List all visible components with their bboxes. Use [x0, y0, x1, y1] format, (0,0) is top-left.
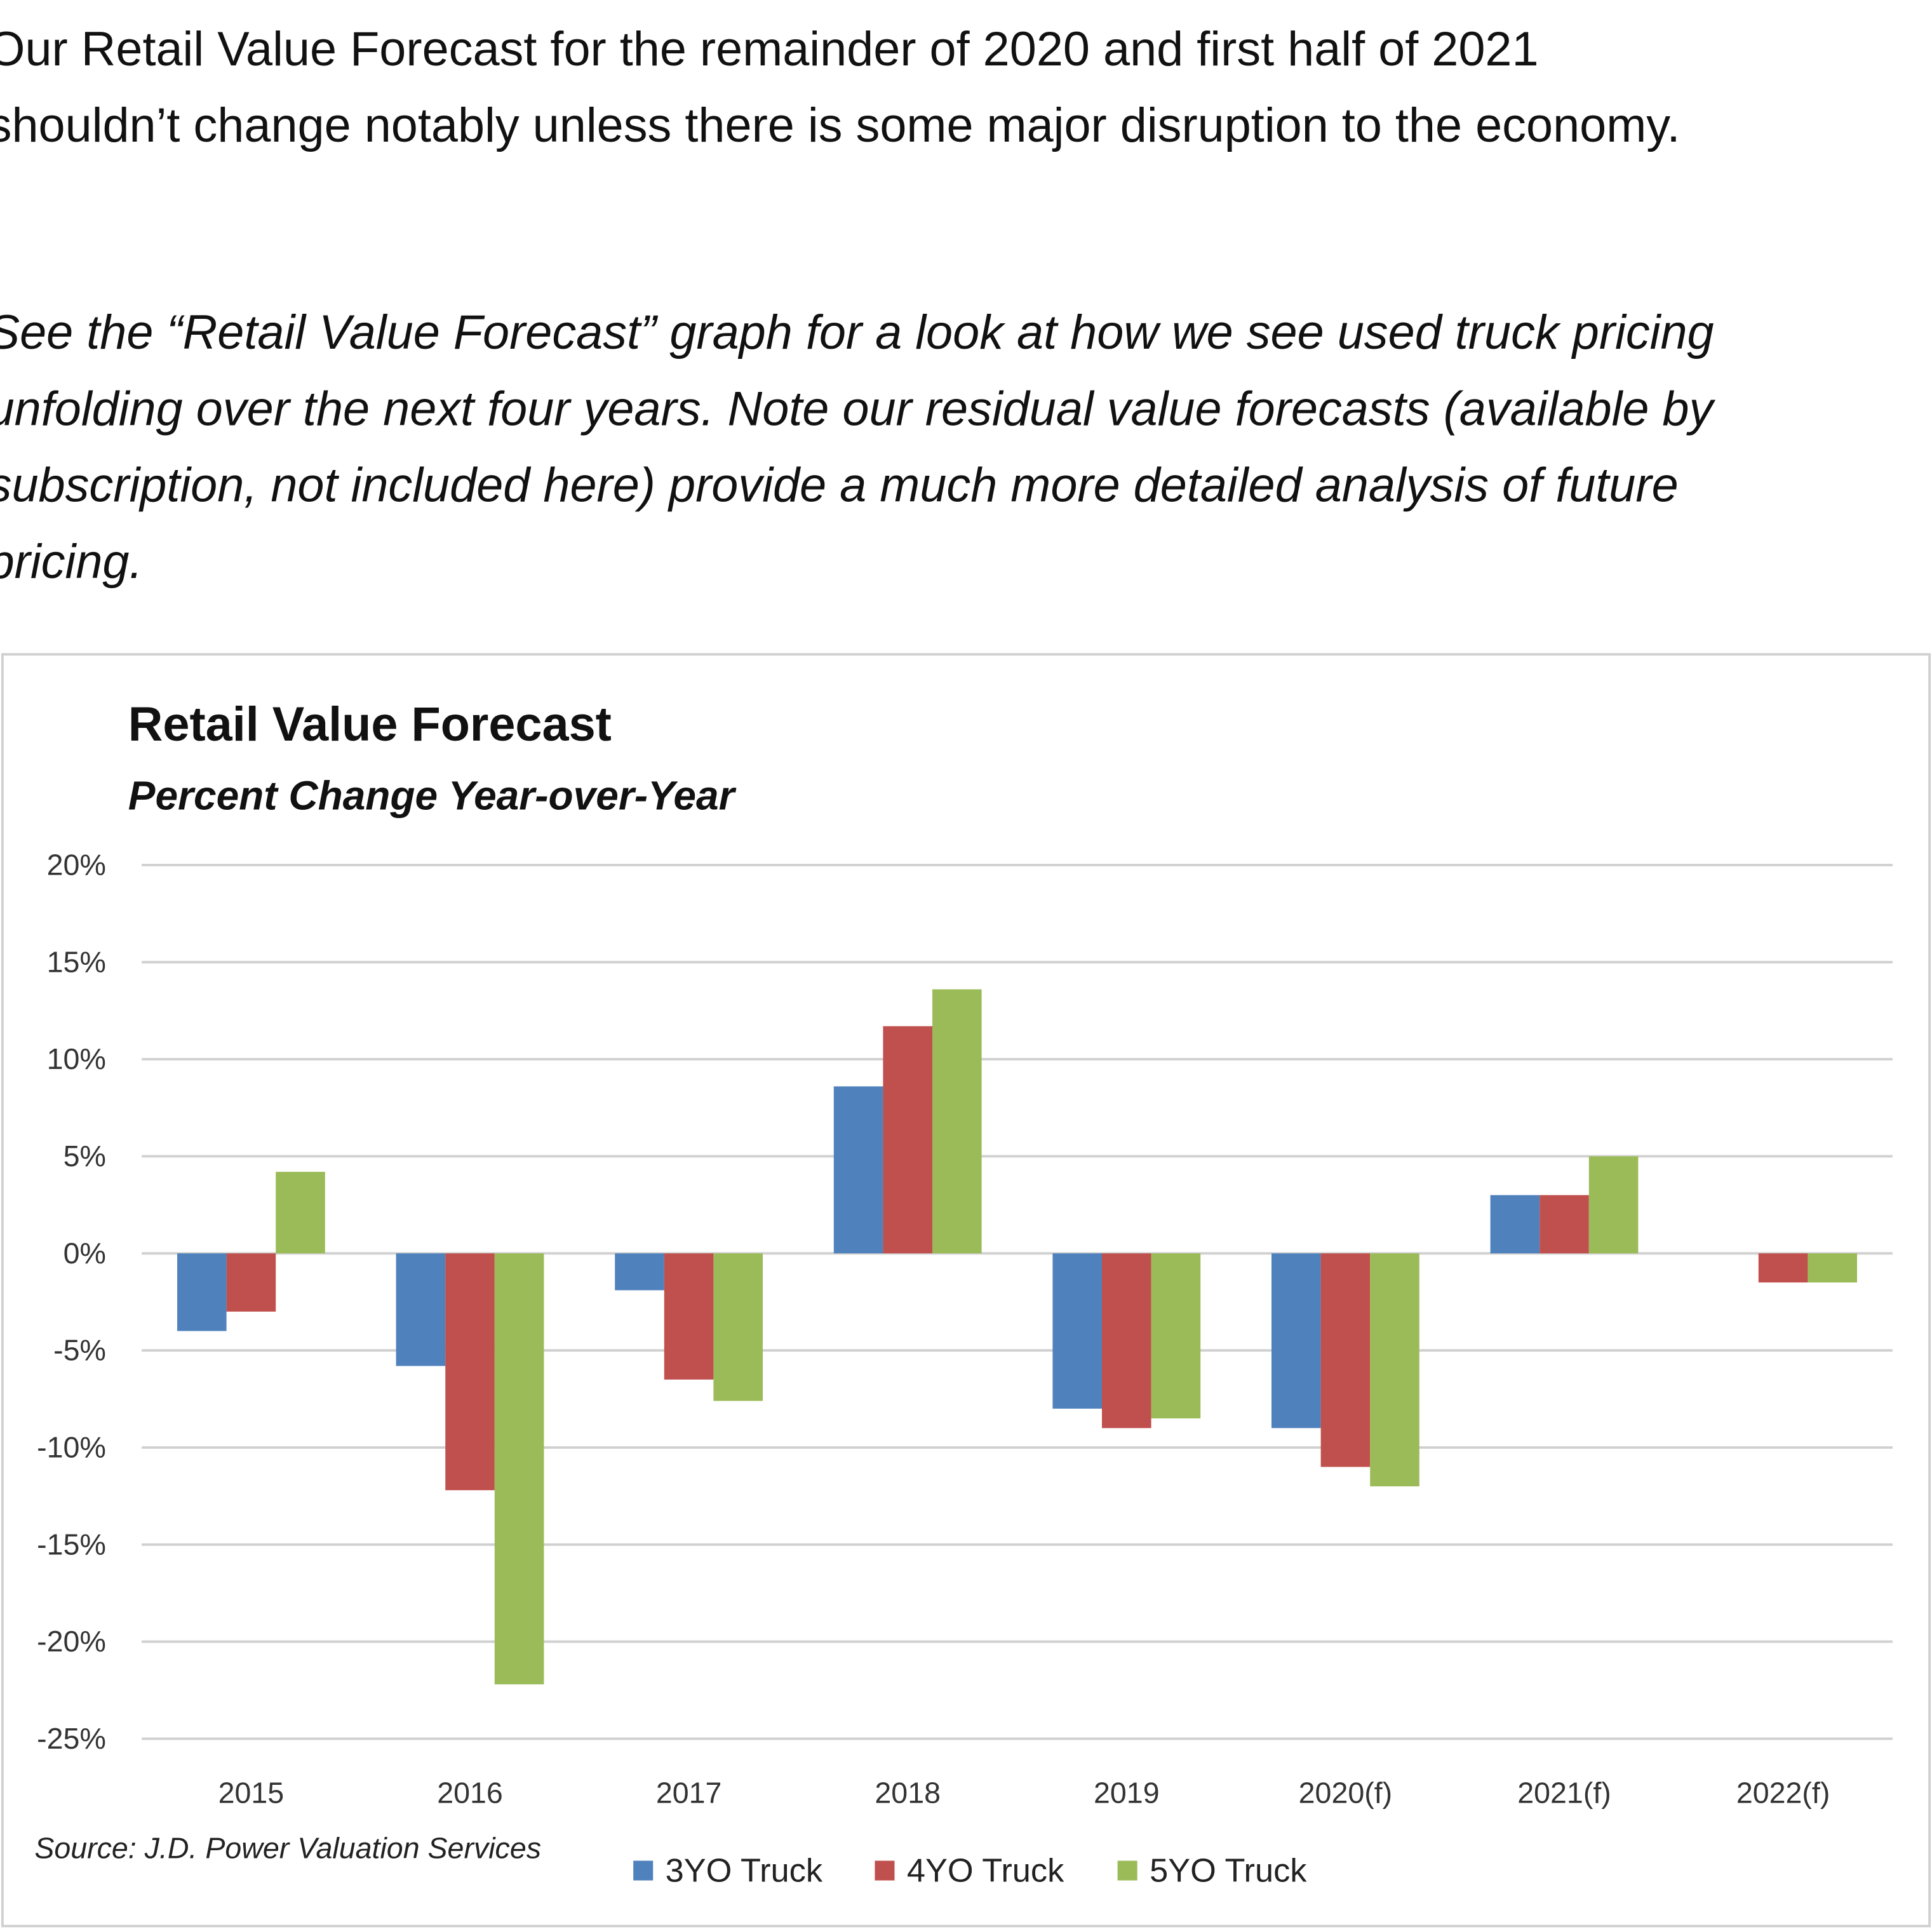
- chart-subtitle: Percent Change Year-over-Year: [128, 773, 737, 819]
- bar: [1320, 1253, 1371, 1467]
- bar: [833, 1086, 883, 1254]
- bar: [396, 1253, 446, 1366]
- bar: [1151, 1253, 1201, 1419]
- bar: [177, 1253, 227, 1331]
- bar: [1052, 1253, 1103, 1409]
- legend-label: 5YO Truck: [1150, 1852, 1307, 1889]
- x-tick-label: 2017: [656, 1776, 722, 1809]
- bar: [1370, 1253, 1419, 1487]
- legend-label: 3YO Truck: [666, 1852, 823, 1889]
- legend-label: 4YO Truck: [907, 1852, 1064, 1889]
- bar: [1102, 1253, 1151, 1428]
- bar: [615, 1253, 664, 1291]
- bar: [1540, 1195, 1589, 1254]
- y-tick-label: -10%: [37, 1430, 106, 1463]
- bar: [1490, 1195, 1540, 1254]
- y-tick-label: 15%: [47, 945, 106, 978]
- legend-swatch: [633, 1860, 654, 1881]
- y-tick-label: -20%: [37, 1625, 106, 1658]
- y-tick-label: -25%: [37, 1722, 106, 1755]
- y-tick-label: 10%: [47, 1042, 106, 1075]
- paragraph-line: pricing.: [0, 535, 142, 589]
- chart-title: Retail Value Forecast: [128, 698, 612, 751]
- bar: [1758, 1253, 1808, 1283]
- paragraph-line: shouldn’t change notably unless there is…: [0, 99, 1680, 152]
- x-tick-label: 2016: [437, 1776, 503, 1809]
- y-tick-label: -5%: [53, 1334, 106, 1367]
- y-tick-label: 5%: [64, 1139, 106, 1173]
- bar: [664, 1253, 714, 1380]
- bar: [226, 1253, 276, 1312]
- x-tick-label: 2021(f): [1517, 1776, 1611, 1809]
- paragraph-line: subscription, not included here) provide…: [0, 459, 1679, 513]
- source-note: Source: J.D. Power Valuation Services: [34, 1832, 541, 1865]
- x-tick-label: 2018: [875, 1776, 941, 1809]
- bar: [1808, 1253, 1858, 1283]
- bar: [494, 1253, 544, 1684]
- y-tick-label: 0%: [64, 1237, 106, 1270]
- y-tick-label: 20%: [47, 848, 106, 881]
- bar: [1588, 1156, 1639, 1254]
- x-tick-label: 2020(f): [1299, 1776, 1392, 1809]
- bar: [932, 989, 982, 1254]
- paragraph-line: See the “Retail Value Forecast” graph fo…: [0, 306, 1714, 360]
- bar: [713, 1253, 763, 1401]
- x-tick-label: 2022(f): [1736, 1776, 1830, 1809]
- paragraph-line: unfolding over the next four years. Note…: [0, 382, 1715, 436]
- bar: [276, 1171, 325, 1254]
- bar: [445, 1253, 495, 1491]
- bar: [883, 1026, 933, 1254]
- legend-swatch: [1117, 1860, 1137, 1881]
- chart-frame: [1, 653, 1931, 1928]
- paragraph-line: Our Retail Value Forecast for the remain…: [0, 23, 1539, 76]
- legend-swatch: [875, 1860, 895, 1881]
- x-tick-label: 2015: [218, 1776, 285, 1809]
- x-tick-label: 2019: [1094, 1776, 1160, 1809]
- bar: [1271, 1253, 1321, 1428]
- y-tick-label: -15%: [37, 1528, 106, 1561]
